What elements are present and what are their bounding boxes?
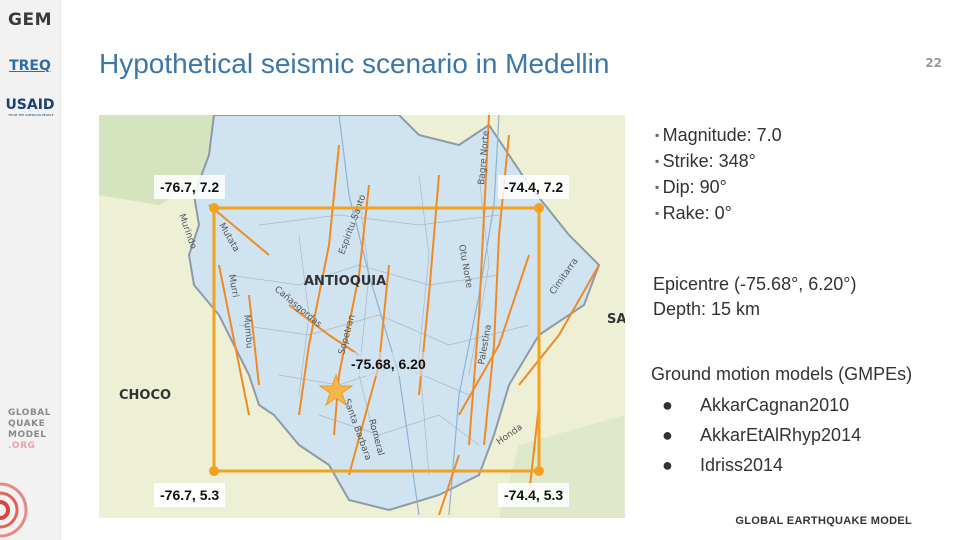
gmpe-item: ● AkkarCagnan2010	[662, 390, 861, 420]
gmpe-title: Ground motion models (GMPEs)	[651, 364, 913, 384]
scenario-bounding-box	[212, 206, 541, 473]
fault-label: Murri	[226, 274, 240, 299]
gmpe-name: Idriss2014	[700, 455, 784, 475]
concentric-rings-icon	[0, 482, 28, 538]
region-label-santander: SA	[607, 312, 625, 327]
gqm-line: GLOBAL	[8, 408, 52, 418]
parameter-item: Dip: 90°	[655, 174, 782, 200]
page-number: 22	[925, 56, 942, 70]
corner-label-top-left: -76.7, 7.2	[154, 175, 226, 199]
region-label-choco: CHOCO	[119, 388, 171, 403]
depth-text: Depth: 15 km	[653, 299, 761, 319]
gqm-line: QUAKE	[8, 419, 46, 429]
treq-logo: TREQ	[9, 58, 51, 74]
global-quake-model-logo: GLOBAL QUAKE MODEL .ORG	[8, 408, 51, 452]
gmpe-name: AkkarCagnan2010	[700, 395, 850, 415]
epicentre-label: -75.68, 6.20	[345, 352, 432, 376]
gmpe-item: ● AkkarEtAlRhyp2014	[662, 420, 861, 450]
usaid-logo: USAID	[5, 97, 55, 113]
fault-lines	[208, 115, 600, 516]
bullet-icon: ●	[662, 455, 673, 475]
gmpe-item: ● Idriss2014	[662, 450, 861, 480]
municipal-boundaries	[228, 174, 530, 476]
parameter-item: Rake: 0°	[655, 200, 782, 226]
epicentre-text: Epicentre (-75.68°, 6.20°)	[653, 274, 857, 294]
slide-title: Hypothetical seismic scenario in Medelli…	[99, 48, 610, 79]
usaid-logo-subtext: FROM THE AMERICAN PEOPLE	[8, 113, 54, 117]
sidebar: GEM TREQ USAID FROM THE AMERICAN PEOPLE …	[0, 0, 61, 540]
corner-point	[534, 203, 544, 213]
corner-label-bottom-right: -74.4, 5.3	[498, 483, 570, 507]
corner-label-bottom-left: -76.7, 5.3	[154, 483, 226, 507]
corner-point	[534, 466, 544, 476]
fault-label: Bagre Norte	[477, 130, 492, 185]
parameter-item: Magnitude: 7.0	[655, 122, 782, 148]
corner-point	[209, 466, 219, 476]
gqm-line: .ORG	[8, 441, 36, 451]
seismic-map: Mutata Murri Mumbu Espiritu Santo Sopetr…	[99, 115, 625, 518]
gqm-line: MODEL	[8, 430, 47, 440]
footer-brand: GLOBAL EARTHQUAKE MODEL	[735, 515, 912, 527]
bullet-icon: ●	[662, 425, 673, 445]
region-label-antioquia: ANTIOQUIA	[304, 274, 386, 289]
bullet-icon: ●	[662, 395, 673, 415]
gem-logo: GEM	[8, 10, 52, 30]
gmpe-list: ● AkkarCagnan2010 ● AkkarEtAlRhyp2014 ● Idr…	[662, 390, 861, 480]
fault-label: Mumbu	[241, 314, 254, 348]
epicentre-block: Epicentre (-75.68°, 6.20°) Depth: 15 km	[653, 272, 857, 322]
epicentre-star-icon	[318, 373, 354, 407]
gmpe-name: AkkarEtAlRhyp2014	[700, 425, 862, 445]
corner-label-top-right: -74.4, 7.2	[498, 175, 570, 199]
parameter-list: Magnitude: 7.0 Strike: 348° Dip: 90° Rak…	[655, 122, 782, 226]
parameter-item: Strike: 348°	[655, 148, 782, 174]
antioquia-region	[187, 115, 601, 512]
corner-point	[209, 203, 219, 213]
